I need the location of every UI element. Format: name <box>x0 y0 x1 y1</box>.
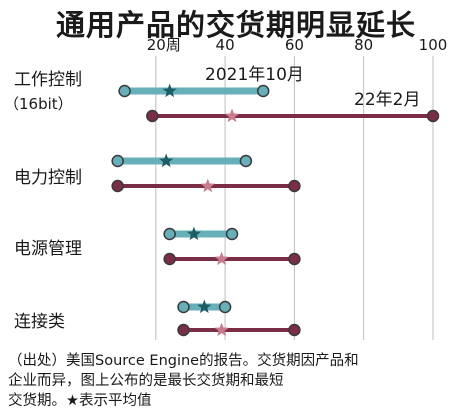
average-star <box>197 299 212 314</box>
category-label: 电力控制 <box>14 168 82 188</box>
range-endpoint <box>177 300 190 314</box>
average-star <box>224 108 240 123</box>
category-label: 连接类 <box>14 312 65 332</box>
x-tick-label: 40 <box>216 36 235 54</box>
range-endpoint <box>288 252 301 266</box>
range-endpoint <box>218 300 232 314</box>
range-endpoint <box>177 323 190 337</box>
category-sublabel: （16bit） <box>4 95 73 113</box>
category-label: 电源管理 <box>14 239 82 259</box>
range-endpoint <box>225 227 239 241</box>
range-endpoint <box>239 154 253 168</box>
source-note-line-2: 企业而异，图上公布的是最长交货期和最短 <box>8 373 284 389</box>
average-star <box>214 251 229 266</box>
range-endpoint <box>426 109 440 123</box>
range-endpoint <box>288 179 301 193</box>
x-tick-label: 60 <box>285 36 304 54</box>
source-note: （出处）美国Source Engine的报告。交货期因产品和 企业而异，图上公布… <box>8 351 448 411</box>
x-tick-label: 20周 <box>147 36 181 54</box>
series-label: 2021年10月 <box>205 65 304 85</box>
x-tick-label: 100 <box>419 36 448 54</box>
chart-title: 通用产品的交货期明显延长 <box>56 8 417 42</box>
source-note-line-3: 交货期。★表示平均值 <box>8 393 152 409</box>
range-endpoint <box>256 84 270 98</box>
average-star <box>186 226 201 241</box>
category-label: 工作控制 <box>14 70 82 90</box>
range-endpoint <box>111 179 124 193</box>
range-endpoint <box>288 323 301 337</box>
range-endpoint <box>111 154 124 168</box>
average-star <box>214 322 229 337</box>
range-endpoint <box>163 227 176 241</box>
range-endpoint <box>118 84 131 98</box>
series-label: 22年2月 <box>354 90 420 110</box>
source-note-line-1: （出处）美国Source Engine的报告。交货期因产品和 <box>8 353 359 369</box>
average-star <box>200 178 215 193</box>
range-endpoint <box>163 252 176 266</box>
x-tick-label: 80 <box>354 36 373 54</box>
average-star <box>159 153 174 168</box>
average-star <box>162 83 177 98</box>
range-endpoint <box>146 109 159 123</box>
